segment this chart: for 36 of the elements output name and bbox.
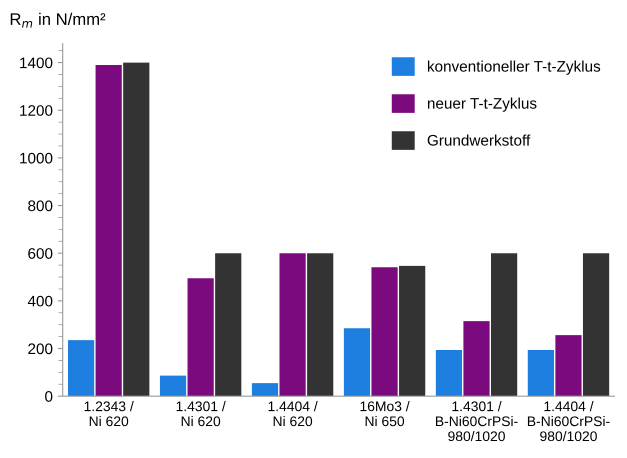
bar xyxy=(344,328,370,396)
bar xyxy=(160,376,186,396)
x-tick-label: 16Mo3 / Ni 650 xyxy=(360,401,410,426)
bar xyxy=(252,383,278,396)
legend-label: Grundwerkstoff xyxy=(428,134,530,146)
y-axis-title: R$_{m}$ in N/mm² xyxy=(10,12,106,28)
y-tick-label: 200 xyxy=(28,343,52,354)
y-tick-label: 1400 xyxy=(20,57,52,68)
legend-label: konventioneller T-t-Zyklus xyxy=(428,60,600,75)
bar xyxy=(582,253,610,396)
bar xyxy=(399,266,426,396)
bar xyxy=(528,350,554,396)
y-tick-label: 0 xyxy=(45,391,52,402)
bar xyxy=(123,62,150,396)
x-tick-label: 1.4404 / Ni 620 xyxy=(268,401,318,426)
bar xyxy=(68,340,94,396)
bar xyxy=(307,253,334,396)
bar xyxy=(215,253,242,396)
bar xyxy=(491,253,518,396)
bar xyxy=(96,64,122,396)
y-tick-label: 800 xyxy=(28,200,52,212)
bar xyxy=(436,350,462,396)
y-tick-label: 1000 xyxy=(20,152,52,164)
bar xyxy=(463,321,490,396)
y-tick-label: 1200 xyxy=(20,105,52,116)
bar xyxy=(188,278,214,396)
x-tick-label: 1.4404 / B-Ni60CrPSi- 980/1020 xyxy=(528,401,610,442)
y-tick-label: 600 xyxy=(28,248,52,259)
y-tick-label: 400 xyxy=(28,296,52,307)
bar xyxy=(279,253,306,396)
legend-label: neuer T-t-Zyklus xyxy=(428,98,536,112)
bar xyxy=(555,335,582,396)
x-tick-label: 1.2343 / Ni 620 xyxy=(84,401,134,426)
bar xyxy=(371,267,398,396)
x-tick-label: 1.4301 / B-Ni60CrPSi- 980/1020 xyxy=(436,401,518,442)
x-tick-label: 1.4301 / Ni 620 xyxy=(176,401,226,426)
